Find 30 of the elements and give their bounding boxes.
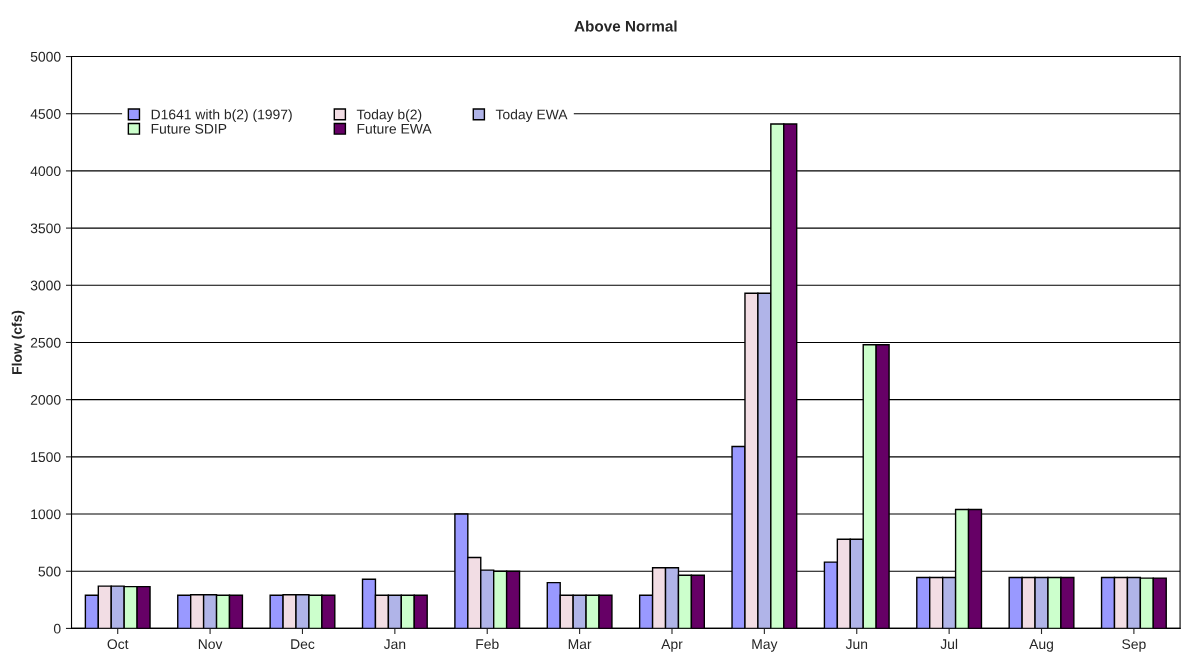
x-tick-label: Apr <box>661 639 683 652</box>
y-tick-label: 0 <box>53 623 61 634</box>
y-tick-label: 2500 <box>30 337 61 348</box>
y-tick-label: 5000 <box>30 51 61 62</box>
x-tick-label: Jul <box>940 638 958 650</box>
y-tick-label: 3500 <box>30 223 61 234</box>
x-tick-label: Aug <box>1029 639 1053 652</box>
x-tick-label: Jun <box>845 639 868 650</box>
x-tick-label: Nov <box>198 639 223 650</box>
y-tick-label: 4000 <box>30 166 61 177</box>
x-tick-label: Feb <box>476 638 499 650</box>
legend-label: Today EWA <box>495 109 568 123</box>
y-tick-label: 4500 <box>30 109 61 119</box>
x-tick-label: Sep <box>1122 639 1146 652</box>
legend-label: Today b(2) <box>356 109 422 123</box>
x-tick-label: May <box>752 639 778 652</box>
legend-label: Future SDIP <box>151 123 227 134</box>
legend-label: Future EWA <box>357 124 432 134</box>
chart-title: Above Normal <box>574 20 677 32</box>
y-tick-label: 1000 <box>31 509 61 520</box>
y-tick-label: 3000 <box>30 280 61 291</box>
y-tick-label: 500 <box>38 566 61 577</box>
y-tick-label: 2000 <box>30 395 61 405</box>
x-tick-label: Oct <box>107 639 129 650</box>
x-tick-label: Mar <box>568 639 592 650</box>
y-axis-title: Flow (cfs) <box>11 310 25 374</box>
x-tick-label: Jan <box>383 639 406 650</box>
legend-label: D1641 with b(2) (1997) <box>151 109 292 123</box>
x-tick-label: Dec <box>291 639 315 650</box>
y-tick-label: 1500 <box>31 452 61 463</box>
